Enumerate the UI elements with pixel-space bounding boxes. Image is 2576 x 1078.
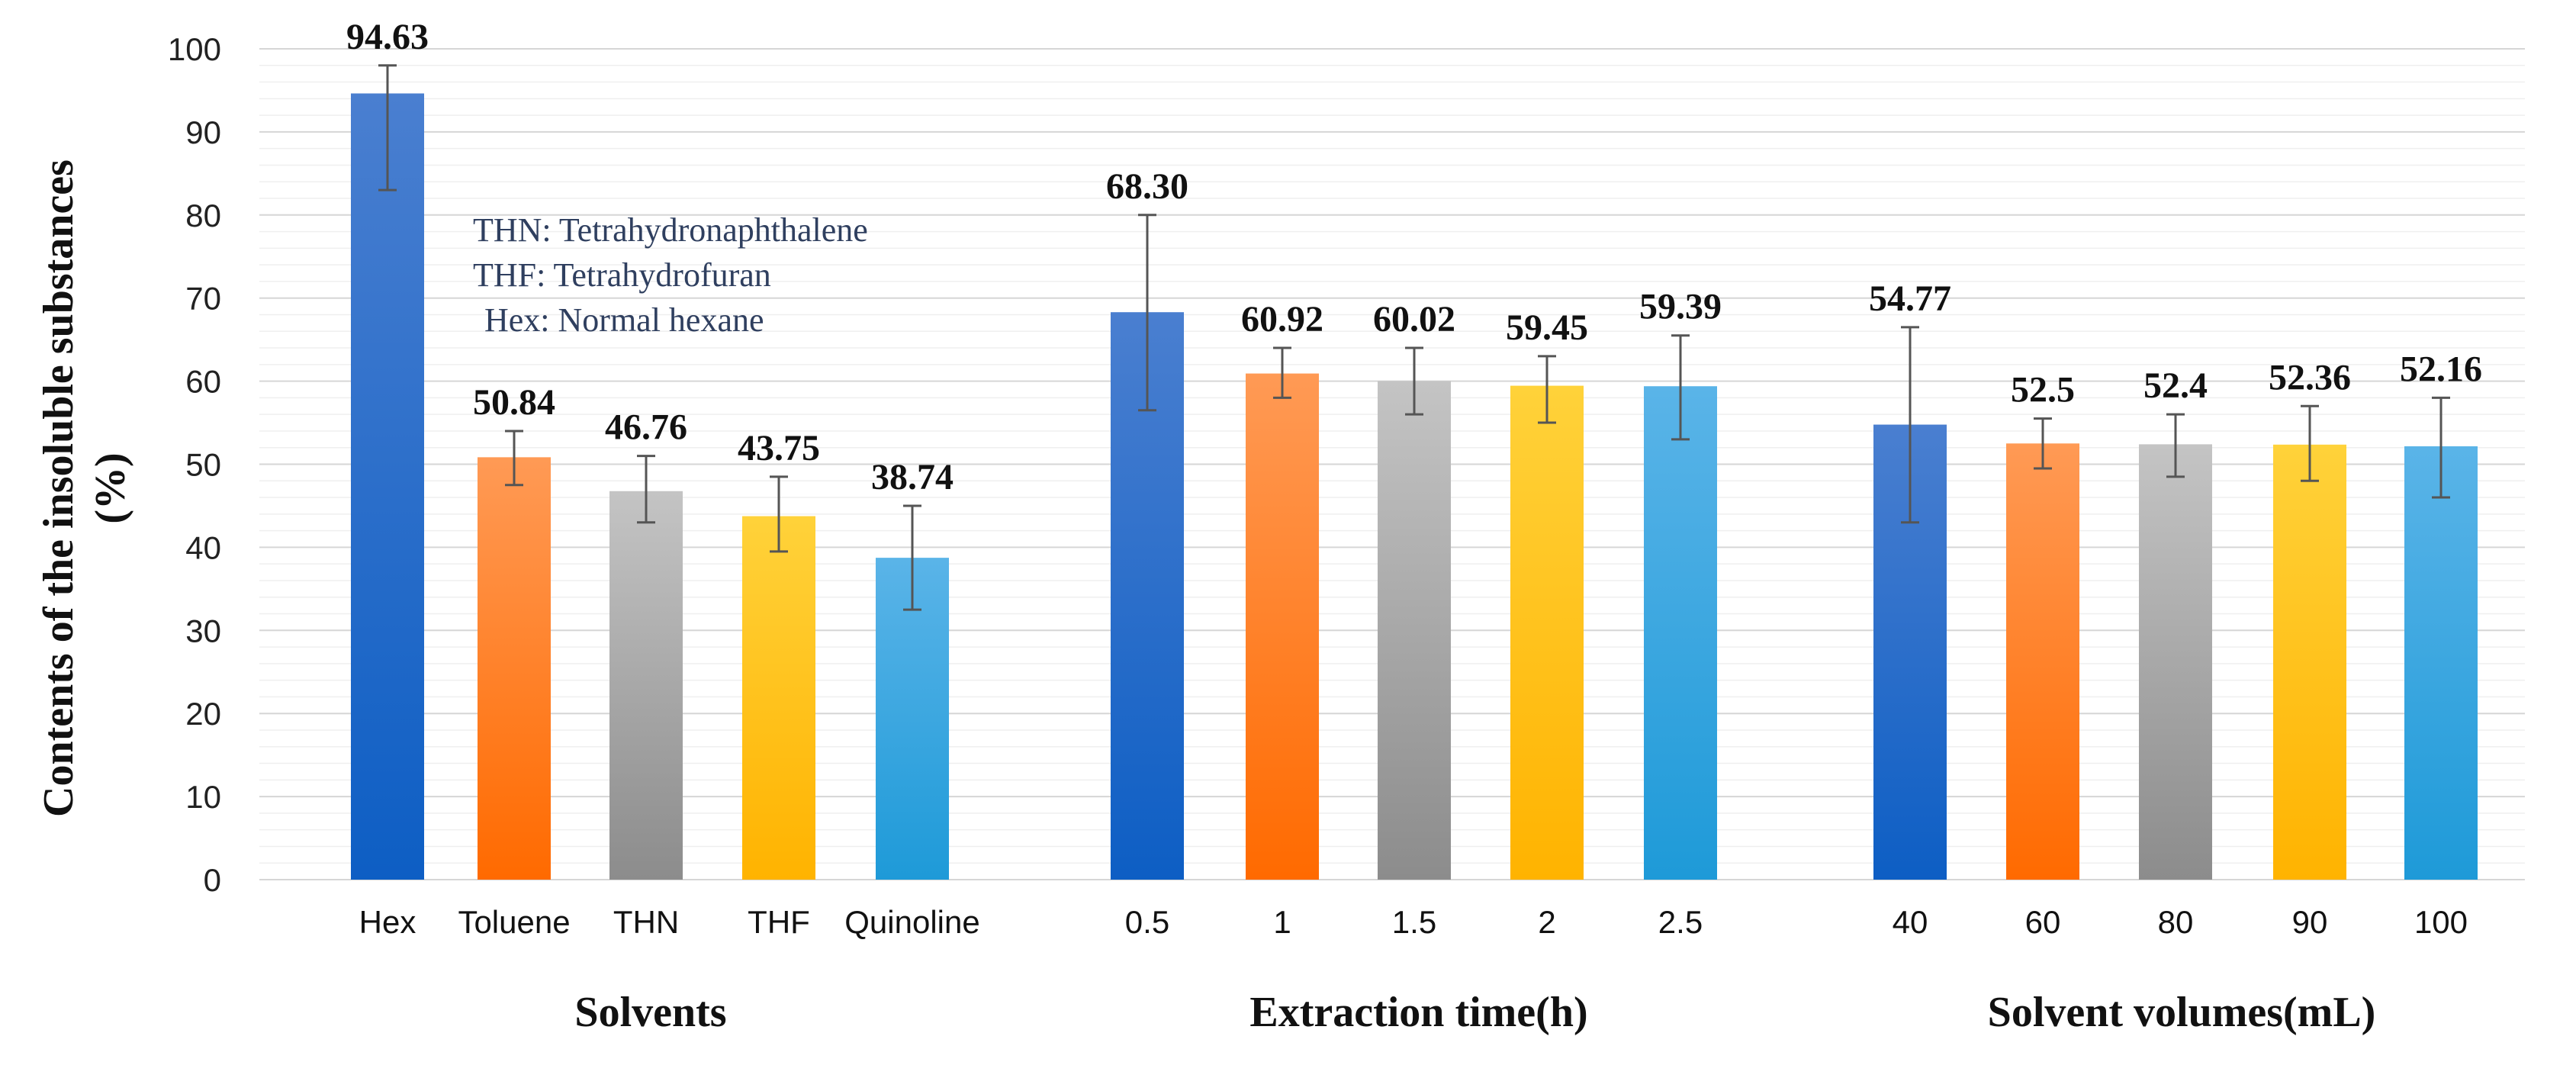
data-label: 52.16 [2400,349,2482,389]
bar-90 [2273,444,2346,880]
bar-1 [1246,373,1319,880]
error-bar [903,504,921,611]
y-axis-title: Contents of the insoluble substances (%) [35,159,134,817]
data-label: 59.39 [1639,287,1722,327]
y-tick-label: 70 [185,281,221,317]
error-bar [1138,214,1156,412]
x-tick-label: THF [748,904,810,940]
error-bar [378,64,397,191]
data-label: 50.84 [473,382,555,423]
y-tick-label: 90 [185,114,221,150]
y-tick-label: 80 [185,198,221,233]
bar-thf [742,516,815,880]
group-title: Extraction time(h) [1249,989,1587,1036]
abbreviation-note: THF: Tetrahydrofuran [473,256,771,294]
data-label: 52.5 [2011,370,2075,410]
data-label: 59.45 [1506,307,1588,348]
x-tick-label: 40 [1893,904,1928,940]
error-bar [1273,346,1291,399]
bar-quinoline [876,558,949,880]
error-bar [1405,346,1423,416]
abbreviation-note: Hex: Normal hexane [484,301,764,339]
error-bar [2166,413,2185,478]
group-titles: Solvents Extraction time(h) Solvent volume… [574,989,2375,1036]
bar-toluene [478,457,551,880]
error-bar [2034,417,2052,470]
y-axis-label: Contents of the insoluble substances (%) [35,159,134,817]
error-bar [770,475,788,553]
value-labels: 94.63 50.84 46.76 43.75 38.74 68.30 60.92 60.02… [346,17,2482,497]
error-bar [1538,355,1556,424]
y-tick-label: 40 [185,529,221,565]
error-bar [505,430,523,487]
bar-60 [2006,443,2079,880]
y-tick-label: 50 [185,447,221,483]
x-tick-label: Toluene [458,904,570,940]
bar-2-5 [1644,386,1717,880]
bar-hex [351,93,424,880]
x-tick-label: 90 [2292,904,2328,940]
data-label: 38.74 [871,457,954,497]
x-tick-label: THN [613,904,679,940]
x-tick-label: 1 [1273,904,1291,940]
bar-100 [2404,446,2478,880]
data-label: 43.75 [738,428,820,468]
error-bar [2301,404,2319,482]
y-tick-label: 60 [185,364,221,400]
x-tick-label: 0.5 [1125,904,1169,940]
x-tick-label: 80 [2158,904,2194,940]
y-tick-label: 100 [168,31,221,67]
abbreviation-notes: THN: Tetrahydronaphthalene THF: Tetrahydr… [473,211,868,339]
data-label: 52.36 [2269,357,2351,397]
category-labels: Hex Toluene THN THF Quinoline 0.5 1 1.5 2 2.5 40 60… [359,904,2468,940]
data-label: 54.77 [1869,278,1951,319]
data-label: 60.02 [1373,299,1455,339]
bar-1-5 [1378,381,1451,880]
data-label: 94.63 [346,17,429,57]
x-tick-label: 1.5 [1392,904,1436,940]
x-tick-label: 60 [2025,904,2061,940]
y-axis-ticks: 0 10 20 30 40 50 60 70 80 90 100 [168,31,221,898]
bar-80 [2139,444,2212,880]
bars [351,93,2478,880]
group-title: Solvents [574,989,726,1036]
x-tick-label: 2 [1538,904,1555,940]
error-bar [1901,326,1919,524]
data-label: 46.76 [605,407,687,448]
x-tick-label: 100 [2414,904,2468,940]
x-tick-label: Quinoline [844,904,979,940]
bar-thn [609,491,683,880]
y-tick-label: 30 [185,613,221,648]
data-label: 60.92 [1241,299,1323,339]
error-bars [378,64,2450,611]
y-tick-label: 0 [204,862,221,898]
data-label: 68.30 [1106,166,1188,207]
bar-2 [1510,385,1584,880]
data-label: 52.4 [2143,365,2208,406]
x-tick-label: 2.5 [1658,904,1703,940]
abbreviation-note: THN: Tetrahydronaphthalene [473,211,868,249]
error-bar [1671,334,1690,441]
y-tick-label: 10 [185,779,221,815]
y-tick-label: 20 [185,696,221,732]
error-bar [637,455,655,524]
x-tick-label: Hex [359,904,416,940]
error-bar [2432,396,2450,499]
group-title: Solvent volumes(mL) [1988,989,2376,1036]
